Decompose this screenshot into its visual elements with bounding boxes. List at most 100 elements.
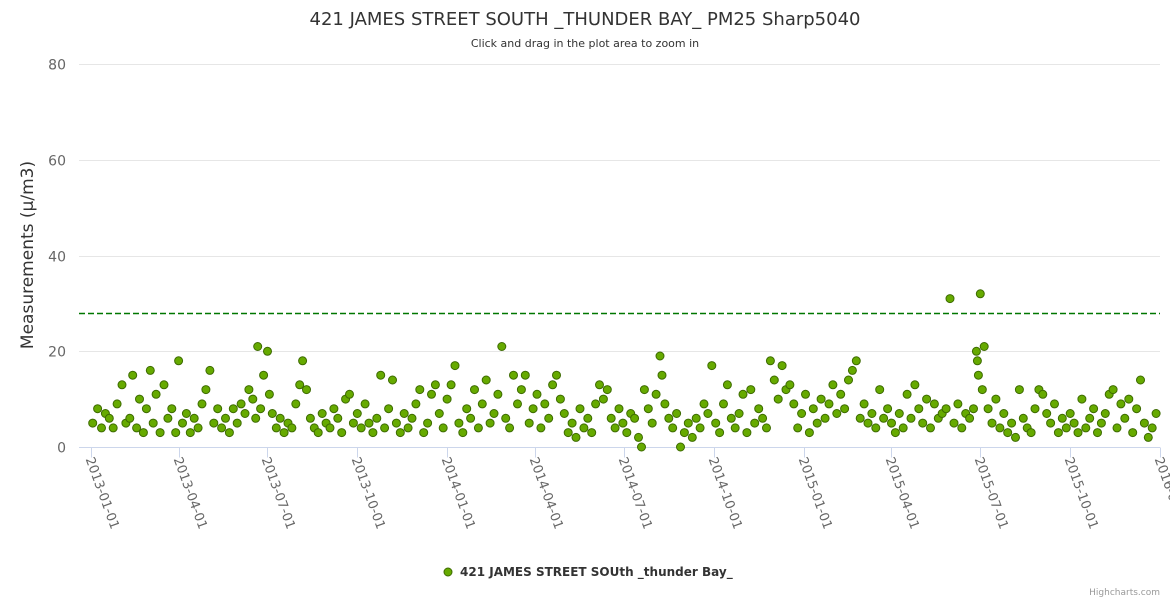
data-point[interactable] [259, 370, 269, 380]
data-point[interactable] [637, 442, 646, 452]
data-point[interactable] [97, 423, 106, 433]
data-point[interactable] [197, 399, 207, 409]
data-point[interactable] [922, 394, 932, 404]
data-point[interactable] [1061, 423, 1071, 433]
data-point[interactable] [563, 428, 573, 438]
credits-link[interactable]: Highcharts.com [1089, 588, 1160, 598]
data-point[interactable] [291, 399, 301, 409]
data-point[interactable] [894, 409, 904, 418]
data-point[interactable] [430, 380, 440, 390]
data-point[interactable] [391, 418, 401, 428]
data-point[interactable] [957, 423, 967, 433]
data-point[interactable] [462, 404, 472, 414]
data-point[interactable] [1069, 418, 1079, 428]
data-point[interactable] [879, 413, 889, 423]
data-point[interactable] [918, 418, 928, 428]
data-point[interactable] [128, 370, 138, 380]
data-point[interactable] [493, 389, 503, 399]
data-point[interactable] [575, 404, 585, 414]
data-point[interactable] [606, 413, 616, 423]
data-point[interactable] [664, 413, 674, 423]
data-point[interactable] [1089, 404, 1099, 414]
data-point[interactable] [828, 380, 838, 390]
data-point[interactable] [571, 432, 581, 442]
data-point[interactable] [1132, 404, 1142, 414]
data-point[interactable] [875, 385, 885, 395]
data-point[interactable] [587, 428, 597, 438]
data-point[interactable] [746, 385, 756, 395]
data-point[interactable] [1057, 413, 1067, 423]
data-point[interactable] [305, 413, 315, 423]
data-point[interactable] [1011, 432, 1020, 442]
data-point[interactable] [1018, 413, 1028, 423]
data-point[interactable] [926, 423, 935, 433]
data-point[interactable] [722, 380, 732, 390]
data-point[interactable] [699, 399, 709, 409]
data-point[interactable] [345, 389, 354, 399]
data-point[interactable] [902, 389, 912, 399]
data-point[interactable] [360, 399, 370, 409]
data-point[interactable] [112, 399, 122, 409]
data-point[interactable] [953, 399, 963, 409]
data-point[interactable] [399, 409, 409, 418]
data-point[interactable] [148, 418, 158, 428]
data-point[interactable] [726, 413, 736, 423]
data-point[interactable] [871, 423, 881, 433]
data-point[interactable] [337, 428, 347, 438]
data-point[interactable] [333, 413, 343, 423]
data-point[interactable] [765, 356, 775, 366]
data-point[interactable] [1128, 428, 1138, 438]
data-point[interactable] [438, 423, 448, 433]
data-point[interactable] [797, 409, 807, 418]
data-point[interactable] [707, 361, 717, 371]
data-point[interactable] [434, 409, 444, 418]
data-point[interactable] [178, 418, 187, 428]
data-point[interactable] [352, 409, 362, 418]
data-point[interactable] [973, 370, 983, 380]
data-point[interactable] [108, 423, 118, 433]
data-point[interactable] [890, 428, 900, 438]
data-point[interactable] [715, 428, 725, 438]
data-point[interactable] [163, 413, 173, 423]
data-point[interactable] [244, 385, 254, 395]
data-point[interactable] [256, 404, 266, 414]
data-point[interactable] [174, 356, 184, 366]
data-point[interactable] [676, 442, 685, 452]
data-point[interactable] [477, 399, 487, 409]
data-point[interactable] [1046, 418, 1056, 428]
data-point[interactable] [501, 413, 511, 423]
data-point[interactable] [181, 409, 191, 418]
data-point[interactable] [201, 385, 211, 395]
data-point[interactable] [887, 418, 896, 428]
data-point[interactable] [995, 423, 1005, 433]
data-point[interactable] [824, 399, 834, 409]
data-point[interactable] [750, 418, 760, 428]
data-point[interactable] [544, 413, 554, 423]
data-point[interactable] [567, 418, 577, 428]
data-point[interactable] [388, 375, 397, 385]
data-point[interactable] [999, 409, 1009, 418]
data-point[interactable] [639, 385, 649, 395]
data-point[interactable] [1050, 399, 1059, 409]
data-point[interactable] [536, 423, 546, 433]
data-point[interactable] [287, 423, 297, 433]
data-point[interactable] [236, 399, 246, 409]
data-point[interactable] [125, 413, 135, 423]
data-point[interactable] [1100, 409, 1110, 418]
data-point[interactable] [1065, 409, 1075, 418]
data-point[interactable] [548, 380, 558, 390]
data-point[interactable] [1108, 385, 1118, 395]
data-point[interactable] [171, 428, 181, 438]
data-point[interactable] [789, 399, 799, 409]
data-point[interactable] [513, 399, 522, 409]
data-point[interactable] [209, 418, 219, 428]
data-point[interactable] [271, 423, 281, 433]
data-point[interactable] [1007, 418, 1017, 428]
data-point[interactable] [185, 428, 195, 438]
data-point[interactable] [376, 370, 386, 380]
data-point[interactable] [1093, 428, 1102, 438]
data-point[interactable] [898, 423, 908, 433]
data-point[interactable] [847, 365, 857, 375]
data-point[interactable] [159, 380, 169, 390]
data-point[interactable] [754, 404, 764, 414]
